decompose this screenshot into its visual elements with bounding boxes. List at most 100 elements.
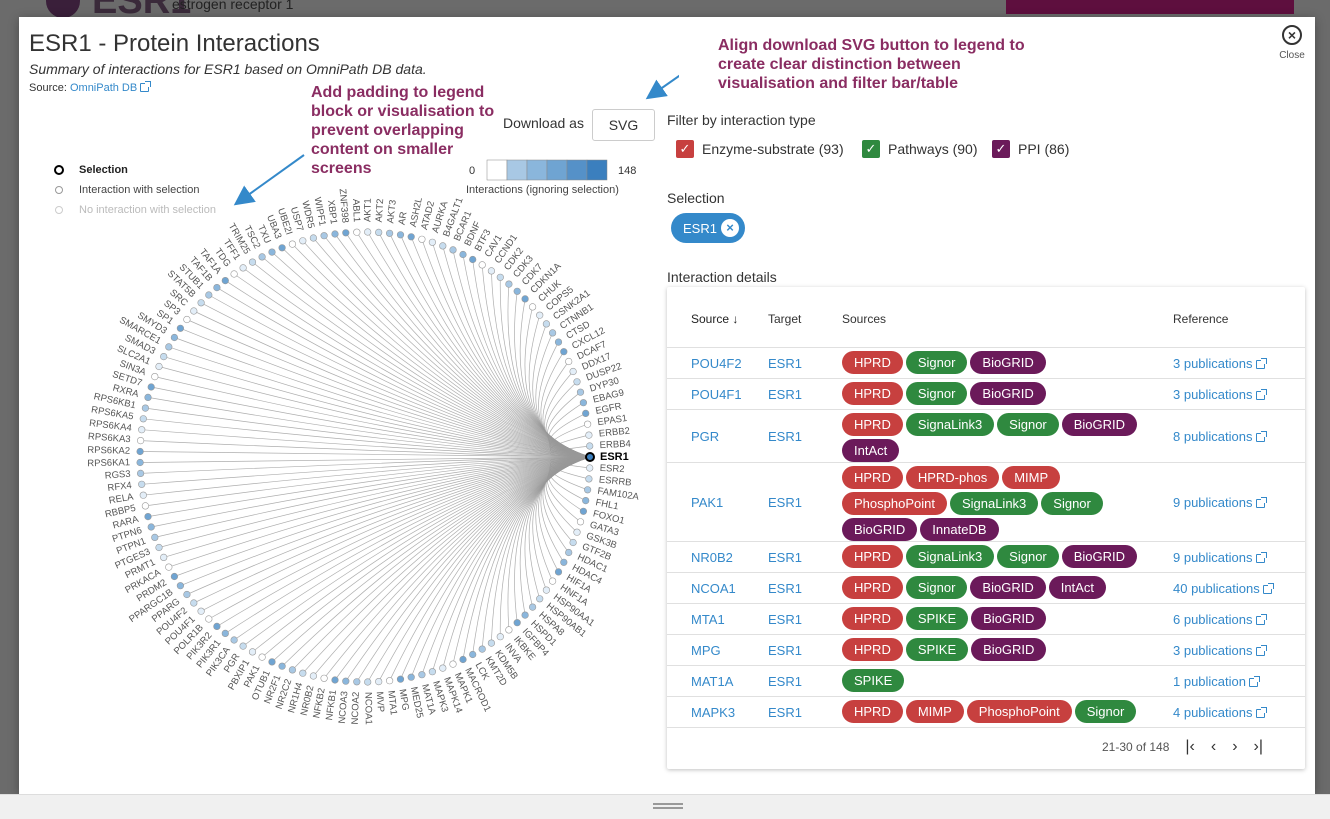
network-node[interactable] bbox=[478, 261, 486, 269]
network-node[interactable] bbox=[353, 678, 361, 686]
previous-page-icon[interactable]: ‹ bbox=[1210, 738, 1217, 755]
node-label[interactable]: EPAS1 bbox=[597, 413, 628, 428]
network-node[interactable] bbox=[585, 452, 595, 462]
node-label[interactable]: ERBB4 bbox=[599, 439, 631, 452]
node-label[interactable]: MTA1 bbox=[385, 690, 399, 716]
network-node[interactable] bbox=[585, 475, 593, 483]
network-node[interactable] bbox=[513, 619, 521, 627]
source-link[interactable]: MAPK3 bbox=[691, 705, 736, 720]
network-node[interactable] bbox=[469, 255, 477, 264]
network-node[interactable] bbox=[364, 228, 372, 236]
network-node[interactable] bbox=[449, 660, 457, 668]
network-node[interactable] bbox=[144, 393, 152, 402]
source-link[interactable]: MTA1 bbox=[691, 612, 725, 627]
source-link[interactable]: POU4F2 bbox=[691, 356, 742, 371]
node-label[interactable]: RPS6KA2 bbox=[87, 445, 130, 457]
first-page-icon[interactable]: |‹ bbox=[1185, 738, 1195, 755]
network-node[interactable] bbox=[428, 668, 437, 676]
network-node[interactable] bbox=[565, 357, 573, 366]
network-node[interactable] bbox=[299, 669, 307, 677]
network-node[interactable] bbox=[138, 426, 146, 434]
network-node[interactable] bbox=[248, 258, 257, 266]
network-node[interactable] bbox=[197, 607, 205, 615]
network-node[interactable] bbox=[268, 658, 276, 666]
network-node[interactable] bbox=[342, 229, 350, 237]
selection-chip[interactable]: ESR1 × bbox=[671, 213, 745, 243]
network-node[interactable] bbox=[141, 404, 149, 412]
network-node[interactable] bbox=[407, 233, 415, 241]
node-label[interactable]: AKT1 bbox=[362, 198, 373, 222]
target-link[interactable]: ESR1 bbox=[768, 643, 802, 658]
reference-link[interactable]: 1 publication bbox=[1173, 674, 1260, 689]
last-page-icon[interactable]: ›| bbox=[1253, 738, 1264, 755]
download-svg-button[interactable]: SVG bbox=[592, 109, 655, 141]
network-node[interactable] bbox=[320, 232, 328, 240]
network-node[interactable] bbox=[299, 237, 307, 245]
node-label[interactable]: AR bbox=[397, 211, 410, 226]
network-node[interactable] bbox=[151, 533, 159, 542]
network-node[interactable] bbox=[542, 586, 551, 594]
network-node[interactable] bbox=[513, 287, 521, 295]
network-node[interactable] bbox=[239, 264, 247, 272]
node-label[interactable]: AKT2 bbox=[374, 198, 386, 222]
network-node[interactable] bbox=[386, 677, 394, 685]
network-node[interactable] bbox=[548, 577, 557, 585]
network-node[interactable] bbox=[170, 333, 178, 342]
node-label[interactable]: ABL1 bbox=[350, 199, 362, 223]
network-node[interactable] bbox=[560, 348, 568, 356]
source-link[interactable]: NR0B2 bbox=[691, 550, 733, 565]
network-node[interactable] bbox=[342, 677, 350, 685]
node-label[interactable]: NCOA3 bbox=[337, 691, 351, 725]
network-node[interactable] bbox=[268, 248, 276, 256]
network-node[interactable] bbox=[428, 238, 437, 246]
reference-link[interactable]: 3 publications bbox=[1173, 356, 1267, 371]
reference-link[interactable]: 6 publications bbox=[1173, 612, 1267, 627]
node-label[interactable]: XBP1 bbox=[325, 199, 339, 225]
network-node[interactable] bbox=[147, 523, 155, 531]
network-node[interactable] bbox=[165, 343, 173, 351]
network-node[interactable] bbox=[144, 513, 152, 521]
network-node[interactable] bbox=[213, 284, 221, 292]
network-node[interactable] bbox=[258, 253, 266, 261]
source-link[interactable]: NCOA1 bbox=[691, 581, 736, 596]
network-node[interactable] bbox=[521, 295, 529, 303]
network-node[interactable] bbox=[582, 409, 590, 418]
network-node[interactable] bbox=[160, 353, 168, 361]
network-node[interactable] bbox=[141, 502, 149, 510]
reference-link[interactable]: 40 publications bbox=[1173, 581, 1274, 596]
network-node[interactable] bbox=[565, 548, 573, 557]
network-node[interactable] bbox=[487, 267, 496, 275]
network-node[interactable] bbox=[585, 431, 593, 439]
node-label[interactable]: RFX4 bbox=[107, 480, 132, 494]
network-node[interactable] bbox=[576, 518, 585, 526]
network-node[interactable] bbox=[536, 311, 544, 319]
reference-link[interactable]: 8 publications bbox=[1173, 429, 1267, 444]
target-link[interactable]: ESR1 bbox=[768, 705, 802, 720]
network-node[interactable] bbox=[288, 666, 297, 674]
network-node[interactable] bbox=[170, 572, 178, 581]
network-node[interactable] bbox=[487, 639, 496, 647]
network-node[interactable] bbox=[230, 636, 238, 644]
network-node[interactable] bbox=[586, 464, 594, 472]
network-node[interactable] bbox=[138, 480, 146, 488]
network-node[interactable] bbox=[548, 329, 557, 337]
network-node[interactable] bbox=[396, 675, 405, 683]
network-node[interactable] bbox=[309, 234, 318, 242]
network-node[interactable] bbox=[542, 320, 551, 328]
network-node[interactable] bbox=[375, 677, 383, 686]
network-node[interactable] bbox=[221, 277, 229, 285]
source-link[interactable]: POU4F1 bbox=[691, 387, 742, 402]
network-node[interactable] bbox=[586, 442, 594, 450]
network-node[interactable] bbox=[331, 676, 339, 684]
network-node[interactable] bbox=[579, 399, 588, 407]
network-node[interactable] bbox=[459, 655, 467, 664]
reference-link[interactable]: 9 publications bbox=[1173, 495, 1267, 510]
network-node[interactable] bbox=[469, 650, 477, 659]
network-node[interactable] bbox=[160, 553, 168, 562]
network-node[interactable] bbox=[554, 338, 563, 346]
source-link[interactable]: MAT1A bbox=[691, 674, 734, 689]
target-link[interactable]: ESR1 bbox=[768, 387, 802, 402]
network-node[interactable] bbox=[221, 629, 229, 638]
reference-link[interactable]: 3 publications bbox=[1173, 387, 1267, 402]
node-label[interactable]: RGS3 bbox=[104, 469, 131, 482]
